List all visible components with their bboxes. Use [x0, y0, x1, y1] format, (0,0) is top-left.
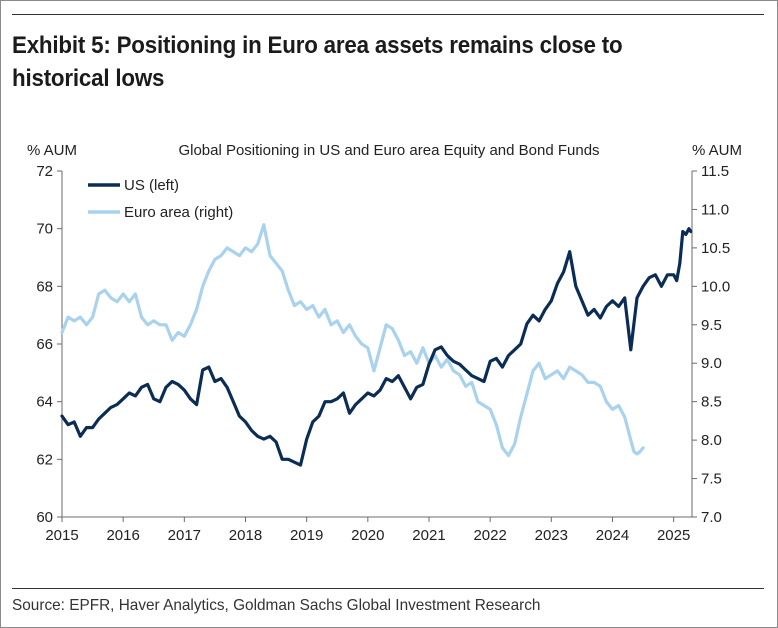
y-tick-label-right: 9.0	[701, 355, 722, 372]
y-tick-label-left: 66	[36, 336, 53, 353]
y-tick-label-right: 8.0	[701, 432, 722, 449]
series-line-us	[60, 227, 693, 467]
y-tick-label-right: 10.5	[701, 240, 730, 257]
x-tick-label: 2020	[351, 527, 384, 544]
exhibit-title: Exhibit 5: Positioning in Euro area asse…	[12, 32, 623, 92]
x-tick-label: 2024	[596, 527, 629, 544]
legend: US (left) Euro area (right)	[88, 177, 233, 221]
series-layer	[60, 223, 693, 467]
y-tick-label-right: 9.5	[701, 317, 722, 334]
y-tick-label-right: 7.0	[701, 509, 722, 526]
y-tick-label-left: 62	[36, 451, 53, 468]
source-note: Source: EPFR, Haver Analytics, Goldman S…	[12, 597, 541, 614]
y-tick-label-left: 60	[36, 509, 53, 526]
x-tick-label: 2019	[290, 527, 323, 544]
top-rule	[12, 14, 764, 15]
x-tick-label: 2021	[412, 527, 445, 544]
x-tick-label: 2016	[106, 527, 139, 544]
x-tick-label: 2017	[168, 527, 201, 544]
legend-label-euro-area: Euro area (right)	[124, 204, 233, 221]
y-tick-label-right: 8.5	[701, 394, 722, 411]
y-tick-label-left: 70	[36, 221, 53, 238]
x-tick-label: 2015	[45, 527, 78, 544]
y-tick-label-right: 11.0	[701, 201, 729, 218]
y-tick-label-left: 64	[36, 394, 53, 411]
y-tick-label-right: 11.5	[701, 163, 729, 180]
x-tick-label: 2018	[229, 527, 262, 544]
x-tick-label: 2023	[535, 527, 568, 544]
bottom-rule	[12, 588, 764, 589]
y-tick-label-right: 10.0	[701, 278, 730, 295]
y-axis-label-left: % AUM	[27, 142, 77, 159]
x-tick-label: 2022	[473, 527, 506, 544]
y-tick-label-right: 7.5	[701, 471, 722, 488]
axes: 60 62 64 66 68 70 72 7.0 7.5 8.0 8.5 9.0 9.5 10.0 10.5…	[36, 163, 730, 544]
legend-label-us: US (left)	[124, 177, 179, 194]
y-tick-label-left: 68	[36, 278, 53, 295]
x-tick-label: 2025	[657, 527, 690, 544]
y-tick-label-left: 72	[36, 163, 53, 180]
series-line-euro-area	[60, 223, 645, 458]
chart-title: Global Positioning in US and Euro area E…	[178, 142, 599, 159]
y-axis-label-right: % AUM	[692, 142, 742, 159]
